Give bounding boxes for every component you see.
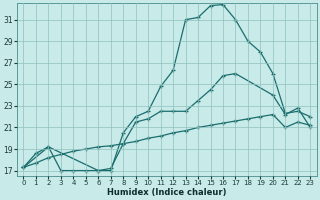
X-axis label: Humidex (Indice chaleur): Humidex (Indice chaleur) <box>107 188 227 197</box>
